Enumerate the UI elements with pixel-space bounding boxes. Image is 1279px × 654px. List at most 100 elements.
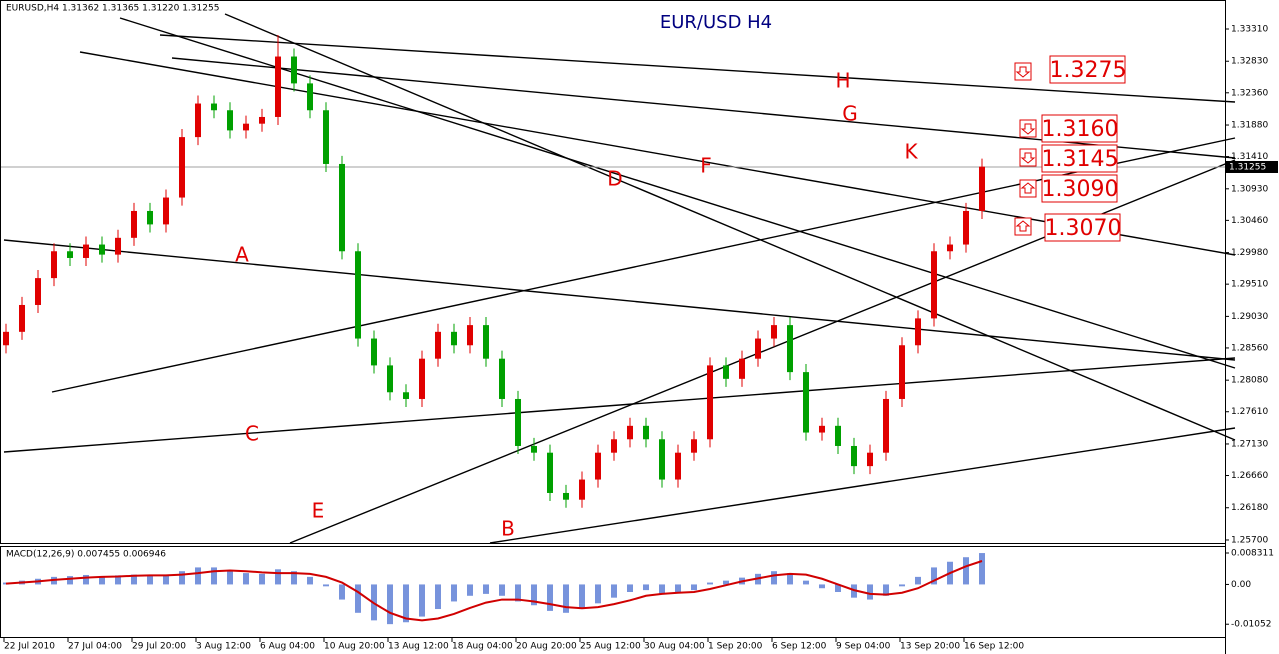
candle-body — [851, 445, 857, 467]
y-tick-label: 1.32830 — [1231, 57, 1268, 67]
candle-body — [787, 325, 793, 373]
wave-label: C — [245, 422, 259, 446]
candle-body — [675, 452, 681, 480]
candle-body — [963, 210, 969, 245]
y-tick-label: 1.29980 — [1231, 248, 1268, 258]
macd-bar — [467, 584, 473, 596]
candle-body — [131, 210, 137, 238]
trend-line — [3, 357, 1236, 453]
candle-body — [547, 452, 553, 493]
macd-bar — [115, 575, 121, 585]
macd-bar — [195, 567, 201, 585]
candle-body — [771, 325, 777, 339]
macd-bar — [275, 569, 281, 585]
macd-bar — [291, 571, 297, 585]
wave-label: E — [312, 499, 325, 523]
macd-bar — [979, 553, 985, 585]
macd-bar — [435, 584, 441, 610]
candle-body — [339, 163, 345, 252]
candle-body — [691, 439, 697, 453]
candle-body — [659, 439, 665, 480]
candle-body — [915, 318, 921, 346]
y-tick-label: -0.01052 — [1231, 620, 1271, 630]
macd-bar — [563, 584, 569, 613]
macd-bar — [163, 574, 169, 585]
arrow — [1020, 182, 1036, 194]
candle-body — [51, 251, 57, 279]
candle-body — [723, 365, 729, 379]
candle-body — [3, 331, 9, 346]
level-label: 1.3090 — [1042, 177, 1119, 202]
candle-body — [579, 479, 585, 500]
y-tick-label: 1.25700 — [1231, 535, 1268, 545]
x-tick-label: 22 Jul 2010 — [4, 642, 55, 652]
candle-body — [179, 137, 185, 198]
candle-body — [83, 244, 89, 258]
macd-bar — [659, 584, 665, 594]
candles — [0, 35, 1225, 508]
wave-label: H — [835, 69, 850, 93]
candle-body — [803, 372, 809, 433]
x-tick-label: 30 Aug 04:00 — [644, 642, 705, 652]
macd-bar — [307, 576, 313, 585]
macd-bar — [243, 573, 249, 585]
x-tick-label: 18 Aug 04:00 — [452, 642, 513, 652]
y-tick-label: 1.28080 — [1231, 376, 1268, 386]
macd-bar — [531, 584, 537, 606]
macd-bar — [883, 584, 889, 596]
macd-bar — [835, 584, 841, 592]
candle-body — [195, 103, 201, 138]
candle-body — [707, 365, 713, 440]
macd-bar — [99, 576, 105, 585]
candle-body — [595, 452, 601, 480]
candle-body — [19, 304, 25, 332]
y-tick-label: 1.29510 — [1231, 280, 1268, 290]
arrow — [1020, 152, 1036, 164]
macd-bar — [211, 567, 217, 585]
y-tick-label: 1.32360 — [1231, 88, 1268, 98]
x-tick-label: 13 Aug 12:00 — [388, 642, 449, 652]
x-tick-label: 6 Sep 12:00 — [772, 642, 827, 652]
arrow — [1020, 123, 1036, 135]
wave-label: A — [235, 243, 249, 267]
macd-bar — [595, 584, 601, 604]
trend-line — [79, 51, 1236, 256]
x-tick-label: 1 Sep 20:00 — [708, 642, 763, 652]
level-box — [1041, 114, 1118, 143]
arrow — [1015, 66, 1031, 78]
candle-body — [211, 103, 217, 111]
level-boxes — [1014, 55, 1126, 242]
macd-bar — [451, 584, 457, 602]
y-tick-label: 0.008311 — [1231, 549, 1274, 559]
candle-body — [371, 338, 377, 366]
y-tick-label: 1.31410 — [1231, 152, 1268, 162]
candle-body — [531, 445, 537, 453]
wave-label: B — [501, 517, 515, 541]
candle-body — [163, 197, 169, 225]
candle-body — [979, 166, 985, 211]
frame — [0, 0, 1226, 654]
candle-body — [819, 425, 825, 433]
level-label: 1.3145 — [1042, 147, 1119, 172]
x-tick-label: 25 Aug 12:00 — [580, 642, 641, 652]
candle-body — [291, 56, 297, 84]
macd-label: MACD(12,26,9) 0.007455 0.006946 — [6, 550, 166, 560]
arrow — [1015, 220, 1031, 232]
macd-bar — [803, 580, 809, 585]
macd-bar — [227, 570, 233, 585]
macd-bar — [899, 584, 905, 587]
candle-body — [483, 325, 489, 359]
y-tick-label: 1.27130 — [1231, 439, 1268, 449]
candle-body — [499, 358, 505, 399]
macd-bar — [67, 576, 73, 585]
macd-bar — [707, 582, 713, 585]
x-tick-label: 3 Aug 12:00 — [196, 642, 251, 652]
macd-bar — [515, 584, 521, 602]
wave-label: G — [842, 102, 858, 126]
candle-body — [835, 425, 841, 446]
trend-line — [159, 34, 1236, 103]
candle-body — [643, 425, 649, 440]
x-tick-label: 9 Sep 04:00 — [836, 642, 891, 652]
macd-bar — [915, 576, 921, 585]
macd-bar — [579, 584, 585, 610]
